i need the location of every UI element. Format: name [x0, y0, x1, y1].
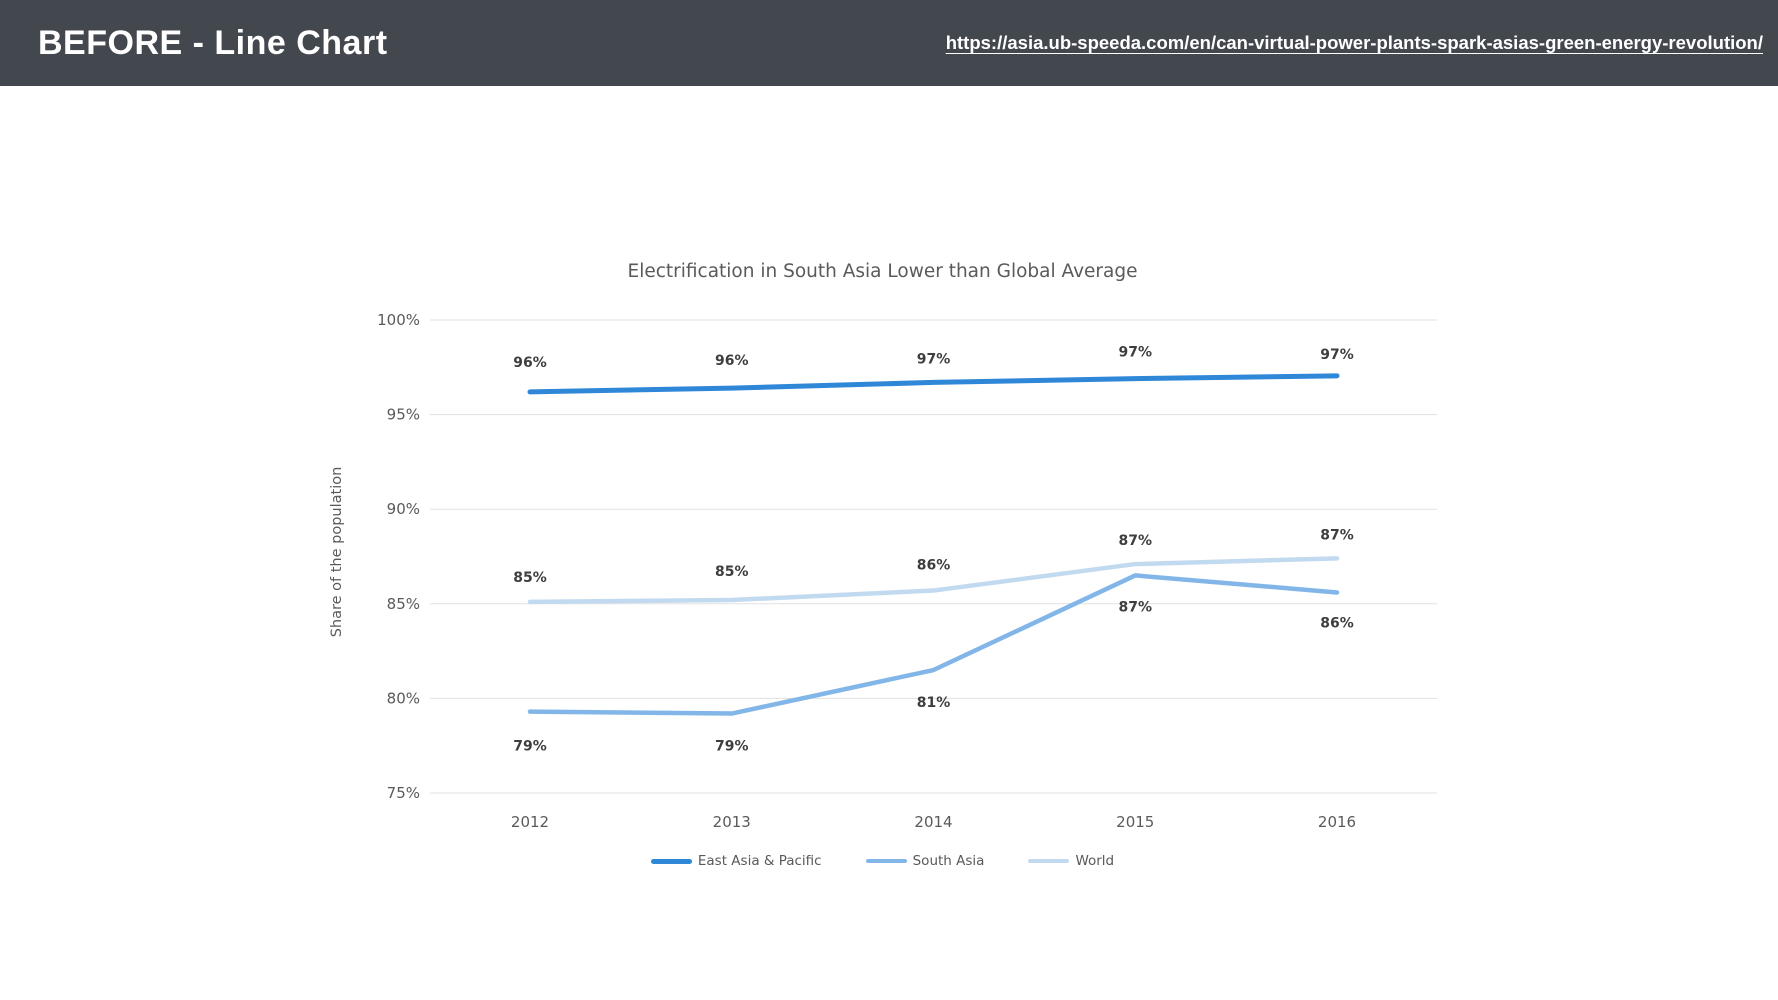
data-label: 87% [1118, 533, 1152, 549]
legend-item-label: World [1075, 853, 1115, 869]
data-label: 86% [917, 558, 951, 574]
data-label: 97% [917, 351, 951, 367]
data-label: 79% [715, 739, 749, 755]
series-line-east-asia-pacific [527, 373, 1340, 395]
line-plot: 100% 95% 90% 85% 80% 75% 2012 2013 2014 2015 2016 S… [329, 311, 1437, 831]
legend-line-swatch [650, 858, 692, 864]
y-tick-label: 80% [387, 689, 420, 707]
y-tick-label: 100% [377, 311, 420, 329]
data-label: 97% [1320, 347, 1354, 363]
data-label: 96% [715, 353, 749, 369]
legend-item-label: East Asia & Pacific [697, 853, 822, 869]
data-label: 85% [513, 570, 547, 586]
data-label: 79% [513, 739, 547, 755]
legend-item-label: South Asia [912, 853, 985, 869]
x-tick-label: 2013 [713, 813, 751, 831]
legend-item-world[interactable]: World [1028, 853, 1114, 869]
y-tick-label: 75% [387, 784, 420, 802]
series-line-world [527, 556, 1340, 605]
x-tick-label: 2012 [511, 813, 549, 831]
data-label: 97% [1118, 345, 1152, 361]
legend-line-swatch [1028, 858, 1070, 864]
data-label: 87% [1320, 527, 1354, 543]
data-label: 81% [917, 695, 951, 711]
series-line-south-asia [527, 573, 1340, 716]
x-tick-label: 2014 [914, 813, 952, 831]
data-label: 96% [513, 355, 547, 371]
legend: East Asia & Pacific South Asia World [325, 853, 1440, 869]
legend-item-south-asia[interactable]: South Asia [865, 853, 985, 869]
y-axis-title: Share of the population [329, 467, 345, 638]
y-tick-label: 95% [387, 406, 420, 424]
legend-item-east-asia-pacific[interactable]: East Asia & Pacific [650, 853, 822, 869]
x-tick-label: 2015 [1116, 813, 1154, 831]
chart-card: Electrification in South Asia Lower than… [325, 225, 1440, 885]
source-link[interactable]: https://asia.ub-speeda.com/en/can-virtua… [945, 32, 1763, 53]
page-title: BEFORE - Line Chart [38, 23, 388, 62]
header-bar: BEFORE - Line Chart https://asia.ub-spee… [0, 0, 1778, 86]
y-tick-label: 85% [387, 595, 420, 613]
data-label: 85% [715, 564, 749, 580]
legend-line-swatch [865, 858, 907, 864]
data-label: 87% [1118, 599, 1152, 615]
y-tick-label: 90% [387, 500, 420, 518]
chart-title: Electrification in South Asia Lower than… [627, 261, 1138, 282]
data-label: 86% [1320, 615, 1354, 631]
x-tick-label: 2016 [1318, 813, 1356, 831]
